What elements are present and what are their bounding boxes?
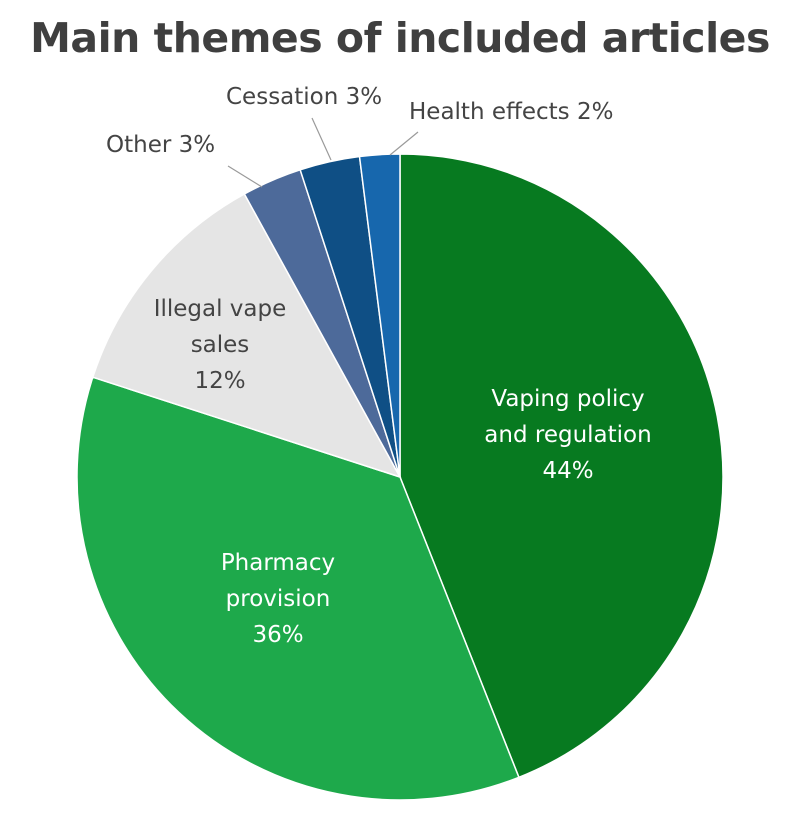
slice-label-health-effects: Health effects 2%	[409, 99, 613, 125]
pie-slice-vaping-policy-and-regulation	[399, 153, 724, 779]
slice-label-illegal-vape-sales: Illegal vape sales 12%	[154, 296, 287, 394]
slice-label-cessation: Cessation 3%	[226, 84, 382, 110]
leader-lines	[227, 117, 419, 188]
pie-slice-health-effects	[358, 153, 401, 478]
slice-labels: Vaping policy and regulation 44% Pharmacy pr…	[106, 84, 652, 648]
pie-slice-pharmacy-provision	[76, 376, 520, 801]
slice-label-vaping-policy-and-regulation: Vaping policy and regulation 44%	[484, 386, 651, 484]
leader-line-other	[227, 165, 263, 188]
slice-label-other: Other 3%	[106, 132, 215, 158]
slice-label-pharmacy-provision: Pharmacy provision 36%	[221, 550, 335, 648]
leader-line-cessation	[311, 117, 332, 161]
chart-title: Main themes of included articles	[30, 14, 770, 62]
pie-slice-illegal-vape-sales	[91, 192, 402, 479]
pie-slices	[76, 153, 724, 801]
leader-line-health-effects	[389, 131, 419, 156]
